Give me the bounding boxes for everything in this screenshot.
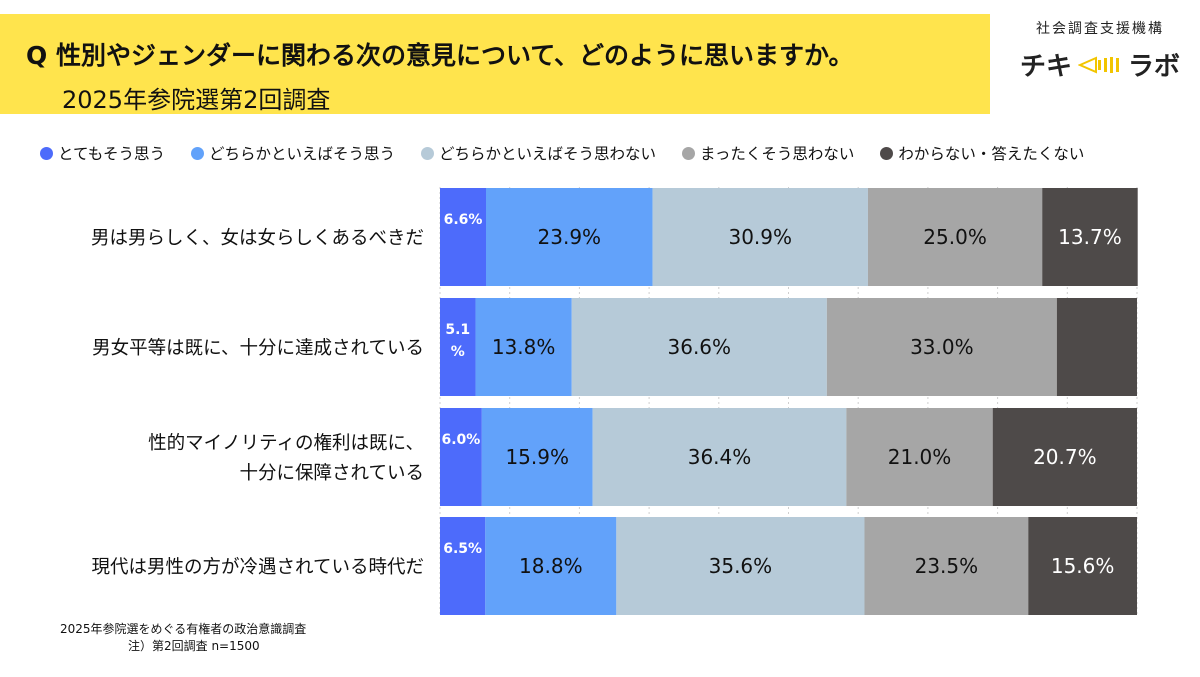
bar-segment [864,517,1029,615]
header-band [0,14,990,114]
legend-item: まったくそう思わない [681,142,855,164]
bar-segment [486,188,653,286]
legend-label: どちらかといえばそう思わない [438,145,656,163]
page-subtitle: 2025年参院選第2回調査 [62,86,331,114]
data-label: 35.6% [709,554,773,578]
bar-segment [485,517,617,615]
data-label: 20.7% [1033,445,1097,469]
bar-segment [652,188,868,286]
bar-segment [440,188,487,286]
data-label: 23.5% [915,554,979,578]
data-label: 6.0% [441,432,480,448]
category-label: 現代は男性の方が冷遇されている時代だ [92,557,424,578]
data-label: 23.9% [538,225,602,249]
bar-segment [616,517,865,615]
source-line-2: 注）第2回調査 n=1500 [128,639,260,653]
category-label: 性的マイノリティの権利は既に、十分に保障されている [148,433,424,484]
legend-swatch [681,146,695,160]
data-label: 33.0% [910,335,974,359]
data-label: 13.8% [492,335,556,359]
legend-item: どちらかといえばそう思わない [420,142,656,164]
category-label: 男は男らしく、女は女らしくあるべきだ [91,228,424,249]
bar-segment [440,517,486,615]
logo-name-right: ラボ [1128,52,1181,82]
bar-segment [571,298,827,396]
data-label: 36.4% [688,445,752,469]
bar-segment [826,298,1057,396]
data-label: 36.6% [668,335,732,359]
data-label: 5.1% [445,322,470,360]
legend-label: わからない・答えたくない [898,145,1085,163]
legend-swatch [40,146,53,160]
legend-label: まったくそう思わない [699,145,855,163]
data-label: 13.7% [1058,225,1122,249]
megaphone-icon [1078,55,1119,74]
bar-segment [440,298,476,396]
data-label: 30.9% [728,225,792,249]
bar-segment [1028,517,1137,615]
logo-name-left: チキ [1019,52,1072,82]
bar-segment [1042,188,1138,286]
source-note: 2025年参院選をめぐる有権者の政治意識調査 注）第2回調査 n=1500 [60,621,306,655]
bar-segment [867,188,1043,286]
legend-label: とてもそう思う [58,145,165,163]
legend-swatch [190,146,204,160]
data-label: 6.6% [444,212,483,228]
data-label: 6.5% [443,541,482,557]
logo: 社会調査支援機構 チキ ラボ [1010,18,1190,83]
legend-item: とてもそう思う [40,142,165,164]
bar-segment [992,408,1137,506]
logo-org: 社会調査支援機構 [1036,21,1164,37]
logo-wordmark: チキ ラボ [1010,46,1190,83]
legend-item: わからない・答えたくない [880,142,1084,164]
legend-swatch [880,146,894,160]
data-label: 15.6% [1051,554,1115,578]
bar-segment [481,408,593,506]
data-label: 18.8% [519,554,583,578]
bar-segment [592,408,847,506]
bar-segment [846,408,993,506]
data-label: 15.9% [505,445,569,469]
bar-segment [1056,298,1137,396]
data-label: 25.0% [923,225,987,249]
bar-segment [475,298,572,396]
page-title: Q 性別やジェンダーに関わる次の意見について、どのように思いますか。 [26,41,854,70]
bar-segment [440,408,482,506]
legend-item: どちらかといえばそう思う [190,142,395,164]
category-label: 男女平等は既に、十分に達成されている [92,338,424,359]
data-label: 21.0% [888,445,952,469]
chart-legend: とてもそう思う どちらかといえばそう思う どちらかといえばそう思わない まったくそう思… [40,142,1110,164]
legend-label: どちらかといえばそう思う [208,145,395,163]
legend-swatch [420,146,434,160]
source-line-1: 2025年参院選をめぐる有権者の政治意識調査 [60,622,307,636]
